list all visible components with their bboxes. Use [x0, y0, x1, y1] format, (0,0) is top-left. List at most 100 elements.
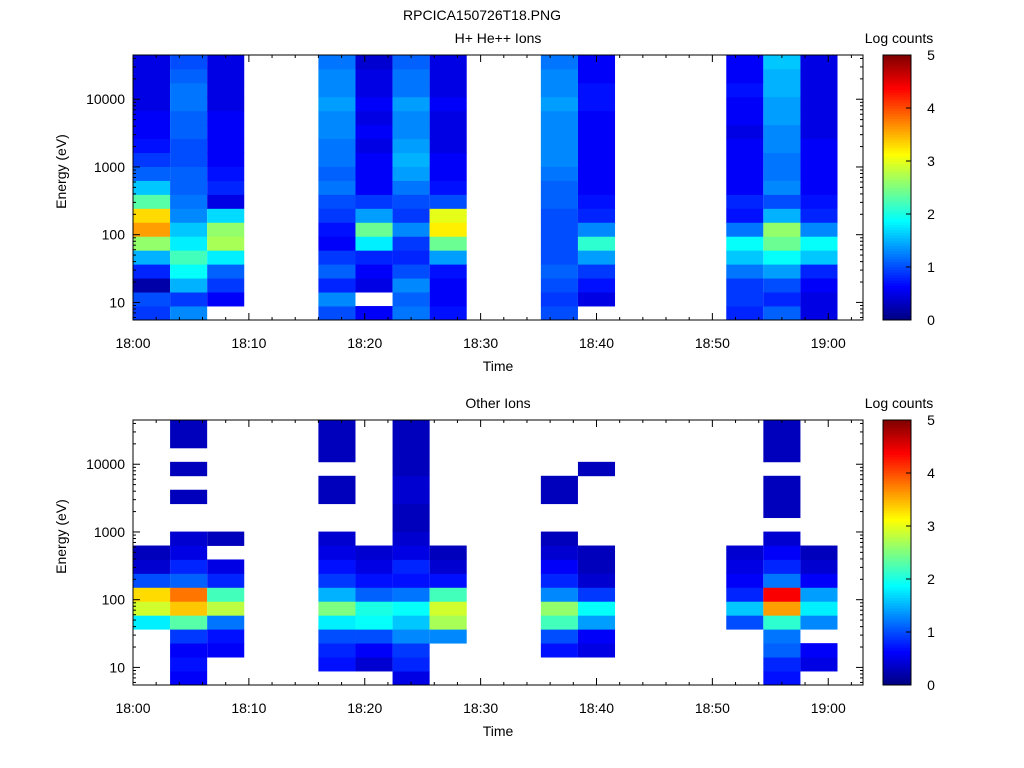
colorbar-segment — [883, 632, 911, 636]
heatmap-cell — [318, 96, 356, 112]
colorbar-segment — [883, 301, 911, 305]
colorbar-segment — [883, 142, 911, 146]
heatmap-cell — [392, 278, 430, 293]
colorbar-segment — [883, 451, 911, 455]
heatmap-cell — [800, 278, 838, 293]
colorbar-tick-label: 2 — [927, 571, 935, 587]
heatmap-cell — [429, 82, 467, 98]
heatmap-cell — [207, 559, 245, 574]
colorbar-segment — [883, 314, 911, 318]
heatmap-cell — [318, 629, 356, 644]
heatmap-cell — [355, 587, 393, 602]
heatmap-cell — [392, 601, 430, 616]
heatmap-cell — [577, 615, 616, 630]
colorbar-segment — [883, 166, 911, 170]
heatmap-cell — [392, 671, 430, 686]
colorbar-segment — [883, 92, 911, 96]
heatmap-cell — [170, 96, 208, 112]
panel-2: 18:00 18:10 18:20 18:30 18:40 18:50 19:0010100… — [53, 395, 935, 739]
heatmap-cell — [133, 615, 171, 630]
colorbar-segment — [883, 597, 911, 601]
colorbar-segment — [883, 272, 911, 276]
heatmap-cell — [726, 96, 764, 112]
heatmap-cell — [392, 264, 430, 279]
heatmap-cell — [170, 208, 208, 223]
y-tick-label: 10 — [109, 659, 125, 675]
heatmap-cell — [540, 236, 578, 251]
heatmap-cell — [392, 194, 430, 209]
heatmap-cell — [800, 96, 838, 112]
colorbar-segment — [883, 512, 911, 516]
colorbar-segment — [883, 494, 911, 498]
colorbar-segment — [883, 446, 911, 450]
colorbar-segment — [883, 198, 911, 202]
heatmap-cell — [392, 138, 430, 154]
colorbar-segment — [883, 557, 911, 561]
heatmap-cell — [207, 236, 245, 251]
heatmap-cell — [170, 222, 208, 237]
heatmap-cell — [763, 55, 801, 70]
heatmap-cell — [392, 573, 430, 588]
colorbar-segment — [883, 317, 911, 321]
heatmap-cell — [355, 152, 393, 167]
heatmap-cell — [207, 573, 245, 588]
heatmap-cell — [170, 643, 208, 658]
heatmap-cell — [726, 615, 764, 630]
heatmap-cell — [429, 601, 467, 616]
heatmap-cell — [355, 250, 393, 265]
heatmap-cell — [133, 306, 171, 321]
heatmap-cell — [540, 278, 578, 293]
colorbar-segment — [883, 515, 911, 519]
colorbar-segment — [883, 137, 911, 141]
heatmap-cell — [318, 420, 356, 435]
heatmap-cell — [763, 292, 801, 307]
heatmap-cell — [207, 629, 245, 644]
heatmap-cell — [392, 587, 430, 602]
heatmap-cell — [577, 138, 616, 154]
heatmap-cell — [392, 82, 430, 98]
colorbar-segment — [883, 115, 911, 119]
heatmap-cell — [429, 292, 467, 307]
colorbar-segment — [883, 677, 911, 681]
heatmap-cell — [355, 615, 393, 630]
heatmap-cell — [207, 166, 245, 181]
heatmap-cell — [763, 96, 801, 112]
heatmap-cell — [763, 68, 801, 84]
colorbar-segment — [883, 184, 911, 188]
heatmap-cell — [355, 236, 393, 251]
colorbar-segment — [883, 89, 911, 93]
heatmap-cell — [207, 96, 245, 112]
heatmap-cell — [763, 82, 801, 98]
heatmap-cell — [577, 208, 616, 223]
heatmap-cell — [429, 138, 467, 154]
heatmap-cell — [392, 55, 430, 70]
heatmap-cell — [540, 82, 578, 98]
colorbar-segment — [883, 496, 911, 500]
colorbar-segment — [883, 624, 911, 628]
heatmap-cell — [318, 152, 356, 167]
heatmap-cell — [207, 292, 245, 307]
heatmap-cell — [800, 601, 838, 616]
colorbar-segment — [883, 267, 911, 271]
colorbar-segment — [883, 203, 911, 207]
heatmap-cell — [170, 166, 208, 181]
colorbar-segment — [883, 427, 911, 431]
heatmap-cell — [800, 68, 838, 84]
heatmap-cell — [540, 68, 578, 84]
colorbar-segment — [883, 608, 911, 612]
heatmap-cell — [170, 601, 208, 616]
heatmap-cell — [170, 194, 208, 209]
colorbar-segment — [883, 253, 911, 257]
colorbar-segment — [883, 573, 911, 577]
colorbar-segment — [883, 163, 911, 167]
colorbar-segment — [883, 121, 911, 125]
heatmap-cell — [726, 208, 764, 223]
colorbar-segment — [883, 430, 911, 434]
x-tick-label: 18:50 — [695, 335, 730, 351]
colorbar-segment — [883, 97, 911, 101]
colorbar-segment — [883, 105, 911, 109]
heatmap-cell — [355, 545, 393, 560]
colorbar-tick-label: 2 — [927, 206, 935, 222]
colorbar-segment — [883, 541, 911, 545]
